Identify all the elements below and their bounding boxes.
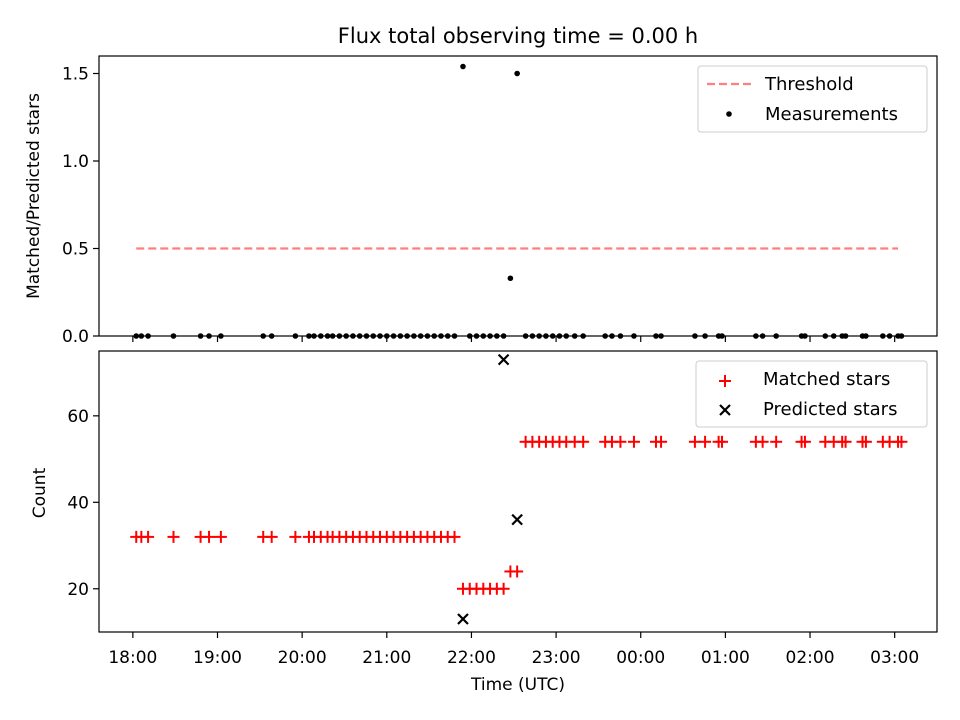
count-x-tick-label: 22:00 — [447, 648, 496, 668]
ratio-y-axis-label: Matched/Predicted stars — [24, 93, 44, 299]
ratio-plot-frame — [98, 55, 938, 337]
legend-threshold-label: Threshold — [764, 74, 854, 95]
matched-star-point — [627, 435, 640, 448]
count-x-tick-label: 21:00 — [362, 648, 411, 668]
chart-title: Flux total observing time = 0.00 h — [338, 24, 698, 48]
count-x-tick-label: 01:00 — [701, 648, 750, 668]
count-legend: Matched stars Predicted stars — [695, 360, 928, 428]
ratio-legend-box — [697, 65, 928, 133]
count-x-tick-label: 20:00 — [278, 648, 327, 668]
count-x-tick-label: 19:00 — [193, 648, 242, 668]
matched-star-point — [699, 435, 712, 448]
predicted-star-point — [511, 513, 523, 526]
count-x-tick-label: 02:00 — [786, 648, 835, 668]
measurement-point — [514, 70, 520, 77]
matched-star-point — [655, 435, 668, 448]
predicted-star-point — [457, 613, 469, 625]
ratio-y-tick-label: 0.5 — [62, 240, 89, 260]
matched-star-point — [895, 435, 908, 448]
matched-star-point — [577, 435, 590, 448]
count-y-tick-label: 60 — [67, 407, 89, 427]
count-x-tick-label: 23:00 — [532, 648, 581, 668]
matched-star-point — [203, 530, 216, 543]
count-legend-box — [695, 360, 928, 428]
legend-predicted-swatch — [719, 404, 731, 416]
matched-star-point — [839, 435, 852, 448]
legend-matched-swatch — [719, 375, 731, 387]
matched-star-point — [142, 530, 155, 543]
measurement-point — [460, 63, 466, 70]
legend-measurements-swatch — [726, 111, 732, 117]
ratio-panel: Flux total observing time = 0.00 h 0.00.… — [24, 24, 938, 347]
count-x-tick-label: 03:00 — [870, 648, 919, 668]
x-axis-label: Time (UTC) — [470, 675, 565, 695]
count-y-tick-label: 20 — [67, 580, 89, 600]
matched-star-point — [688, 435, 701, 448]
ratio-y-tick-label: 1.0 — [62, 152, 89, 172]
matched-star-point — [614, 435, 627, 448]
matched-star-point — [511, 565, 524, 578]
measurement-point — [507, 275, 514, 282]
count-y-axis: 20 40 60 — [67, 407, 99, 600]
matched-star-point — [756, 435, 769, 448]
ratio-legend: Threshold Measurements — [697, 65, 928, 133]
count-x-axis: 18:00 19:00 20:00 21:00 22:00 23:00 00:00 01:00… — [108, 632, 919, 668]
ratio-x-axis — [132, 336, 896, 342]
matched-star-point — [798, 435, 811, 448]
count-x-tick-label: 00:00 — [616, 648, 665, 668]
matched-star-point — [214, 530, 227, 543]
matched-star-point — [715, 435, 728, 448]
ratio-y-tick-label: 0.0 — [62, 327, 89, 347]
legend-measurements-label: Measurements — [765, 104, 898, 125]
matched-star-point — [265, 530, 278, 543]
matched-star-point — [497, 582, 510, 595]
predicted-star-point — [497, 353, 510, 366]
matched-star-point — [448, 530, 461, 543]
count-y-tick-label: 40 — [67, 493, 89, 513]
ratio-y-axis: 0.0 0.5 1.0 1.5 — [62, 65, 99, 347]
count-y-axis-label: Count — [30, 467, 50, 518]
matched-star-point — [167, 530, 180, 543]
matched-star-point — [770, 435, 783, 448]
count-panel: 20 40 60 18:00 19:00 20:00 21:00 22:00 23:00 00:… — [30, 350, 938, 695]
legend-predicted-label: Predicted stars — [763, 399, 897, 420]
matched-star-point — [289, 530, 302, 543]
count-plot-frame — [98, 350, 938, 633]
legend-matched-label: Matched stars — [763, 369, 890, 390]
ratio-y-tick-label: 1.5 — [62, 65, 89, 85]
count-x-tick-label: 18:00 — [108, 648, 157, 668]
matched-star-point — [859, 435, 872, 448]
count-points — [130, 353, 908, 625]
